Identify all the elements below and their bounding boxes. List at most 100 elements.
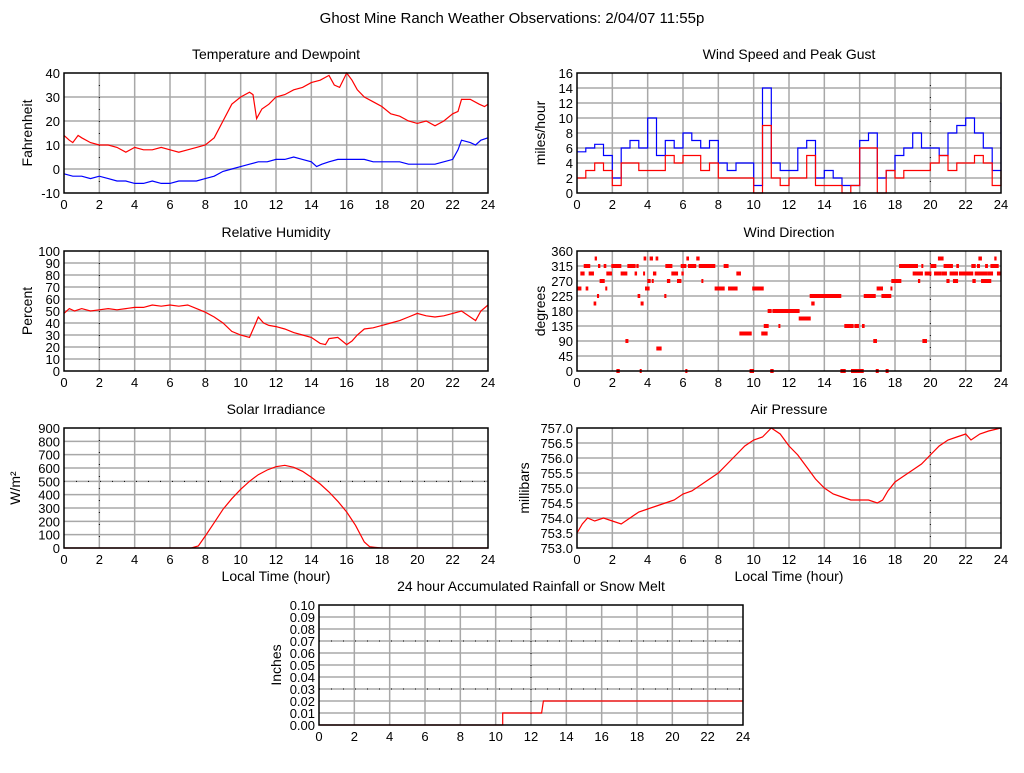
y-tick-label: 20	[46, 114, 60, 129]
x-tick-label: 16	[852, 375, 866, 390]
wind-direction-point	[863, 294, 876, 298]
x-tick-label: 16	[339, 197, 353, 212]
wind-direction-point	[922, 339, 927, 343]
y-tick-label: 900	[38, 421, 60, 436]
y-tick-label: 6	[566, 141, 573, 156]
wind-direction-point	[890, 286, 893, 291]
wind-direction-point	[772, 309, 800, 313]
chart-title: Relative Humidity	[222, 224, 331, 240]
x-tick-label: 2	[96, 375, 103, 390]
y-tick-label: 0.05	[290, 658, 315, 673]
wind-direction-point	[976, 264, 980, 268]
chart-title: 24 hour Accumulated Rainfall or Snow Mel…	[397, 578, 665, 594]
y-tick-label: 315	[551, 259, 573, 274]
y-tick-label: 10	[46, 138, 60, 153]
wind-direction-point	[611, 264, 622, 268]
wind-speed-line	[577, 124, 1002, 194]
x-tick-label: 4	[131, 552, 138, 567]
wind-direction-point	[651, 279, 654, 283]
x-tick-label: 20	[923, 552, 937, 567]
wind-direction-point	[937, 256, 944, 261]
y-tick-label: 30	[46, 90, 60, 105]
y-tick-label: 8	[566, 126, 573, 141]
y-tick-label: 100	[38, 244, 60, 259]
solar-irradiance-line	[64, 464, 488, 549]
x-tick-label: 12	[782, 197, 796, 212]
wind-direction-point	[930, 264, 937, 268]
y-tick-label: 0	[53, 162, 60, 177]
wind-direction-point	[636, 264, 639, 268]
x-tick-label: 16	[852, 552, 866, 567]
plot-frame	[63, 427, 489, 549]
wind-direction-point	[752, 286, 764, 291]
x-tick-label: 18	[375, 552, 389, 567]
wind-direction-point	[941, 271, 947, 276]
x-tick-label: 16	[339, 552, 353, 567]
x-tick-label: 10	[746, 375, 760, 390]
x-tick-label: 6	[679, 197, 686, 212]
x-tick-label: 4	[131, 197, 138, 212]
wind-direction-point	[996, 271, 1001, 276]
dewpoint-line	[63, 137, 489, 184]
y-axis-label: W/m²	[7, 471, 23, 505]
x-tick-label: 16	[339, 375, 353, 390]
wind-direction-point	[666, 279, 671, 283]
y-tick-label: 2	[566, 171, 573, 186]
wind-direction-point	[876, 286, 883, 291]
y-tick-label: 10	[46, 352, 60, 367]
x-tick-label: 14	[817, 375, 831, 390]
x-tick-label: 20	[410, 197, 424, 212]
x-tick-label: 14	[817, 197, 831, 212]
chart-title: Air Pressure	[750, 401, 827, 417]
wind-direction-point	[924, 271, 932, 276]
x-tick-label: 20	[923, 197, 937, 212]
y-tick-label: 754.0	[540, 511, 573, 526]
y-tick-label: 300	[38, 501, 60, 516]
air-pressure-line	[576, 427, 1002, 534]
x-tick-label: 4	[644, 552, 651, 567]
y-tick-label: 0.00	[290, 718, 315, 733]
wind-direction-point	[985, 264, 988, 268]
x-tick-label: 4	[644, 197, 651, 212]
y-tick-label: 16	[559, 66, 573, 81]
wind-direction-point	[643, 271, 646, 276]
wind-direction-point	[583, 264, 591, 268]
wind-direction-point	[714, 286, 725, 291]
wind-direction-point	[620, 271, 628, 276]
x-tick-label: 24	[481, 197, 495, 212]
x-tick-label: 22	[445, 197, 459, 212]
plot-frame	[63, 250, 489, 372]
x-tick-label: 14	[817, 552, 831, 567]
y-tick-label: 14	[559, 81, 573, 96]
wind-direction-point	[701, 279, 704, 283]
x-tick-label: 10	[488, 729, 502, 744]
y-axis-label: miles/hour	[532, 100, 548, 165]
wind-direction-point	[645, 286, 650, 291]
y-tick-label: 12	[559, 96, 573, 111]
x-axis-label: Local Time (hour)	[735, 568, 844, 584]
wind-direction-point	[640, 301, 644, 306]
wind-direction-point	[728, 286, 738, 291]
relative-humidity-line	[63, 304, 489, 346]
wind-direction-point	[664, 294, 667, 298]
wind-direction-point	[599, 279, 605, 283]
y-tick-label: 0.01	[290, 706, 315, 721]
y-tick-label: 135	[551, 319, 573, 334]
x-tick-label: 18	[888, 552, 902, 567]
wind-direction-point	[637, 294, 641, 298]
wind-direction-point	[994, 256, 997, 261]
x-tick-label: 2	[609, 197, 616, 212]
y-tick-label: 753.0	[540, 541, 573, 556]
wind-direction-point	[778, 324, 781, 328]
x-tick-label: 4	[131, 375, 138, 390]
y-tick-label: 360	[551, 244, 573, 259]
wind-direction-point	[652, 271, 657, 276]
wind-direction-point	[634, 271, 638, 276]
x-tick-label: 6	[166, 197, 173, 212]
y-tick-label: 30	[46, 328, 60, 343]
wind-direction-point	[665, 264, 673, 268]
wind-direction-point	[987, 271, 994, 276]
